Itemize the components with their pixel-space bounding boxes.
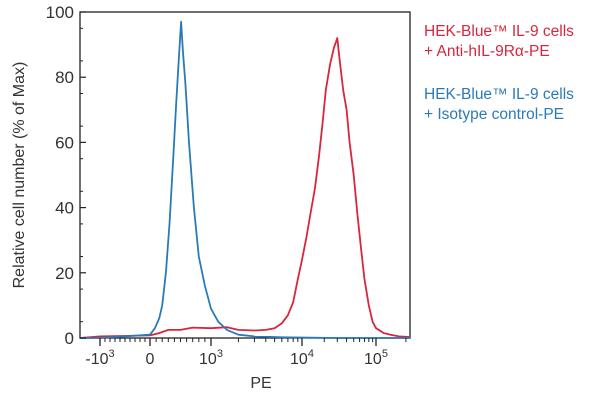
y-tick-label: 80 (55, 68, 74, 87)
x-axis-label: PE (250, 375, 271, 392)
y-tick-label: 0 (65, 329, 74, 348)
histogram-curves (79, 20, 411, 339)
x-tick-label: 104 (290, 348, 314, 368)
x-tick-label: 105 (364, 348, 388, 368)
legend-isotype-line2: + Isotype control-PE (424, 106, 564, 123)
y-tick-label: 100 (46, 3, 74, 22)
legend-entry-isotype: HEK-Blue™ IL-9 cells + Isotype control-P… (424, 85, 574, 125)
curve-isotype-control-pe (80, 20, 410, 339)
x-tick-label: 103 (199, 348, 223, 368)
axis-ticks: 0 20 40 60 80 100 -103 0 103 104 105 (46, 3, 407, 368)
x-tick-label: 0 (146, 351, 155, 368)
legend-anti-line1: HEK-Blue™ IL-9 cells (424, 23, 574, 40)
x-tick-label: -103 (85, 348, 114, 368)
plot-frame (79, 11, 411, 339)
y-tick-label: 40 (55, 199, 74, 218)
legend-isotype-line1: HEK-Blue™ IL-9 cells (424, 86, 574, 103)
legend-anti-line2: + Anti-hIL-9Rα-PE (424, 43, 550, 60)
y-tick-label: 60 (55, 133, 74, 152)
legend-entry-anti: HEK-Blue™ IL-9 cells + Anti-hIL-9Rα-PE (424, 22, 574, 62)
curve-anti-hil9ra-pe (79, 37, 411, 339)
axes (79, 11, 411, 339)
y-axis-label: Relative cell number (% of Max) (11, 62, 28, 289)
y-tick-label: 20 (55, 264, 74, 283)
